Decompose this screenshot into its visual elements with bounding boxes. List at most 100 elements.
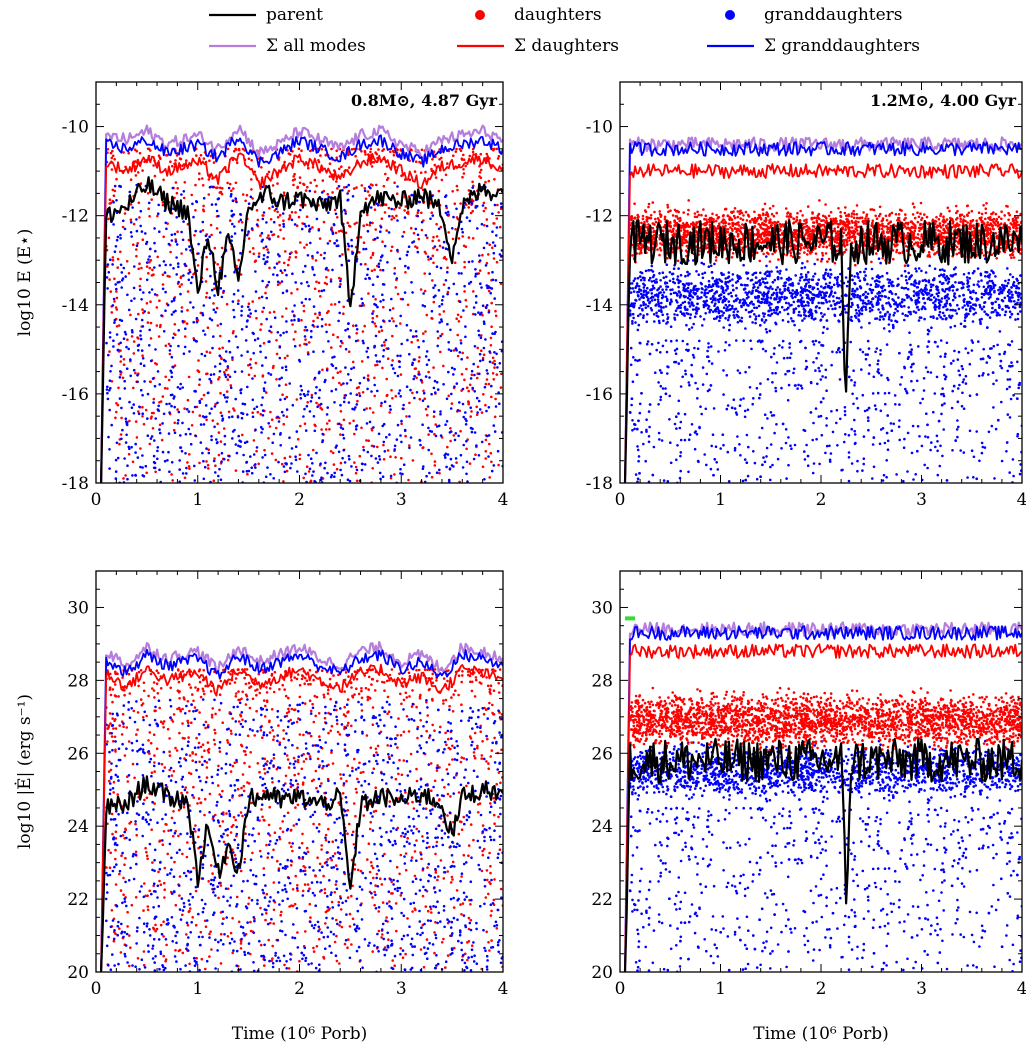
daughter-points-point bbox=[225, 390, 229, 393]
daughter-points-point bbox=[336, 335, 340, 339]
granddaughter-points-point bbox=[871, 477, 874, 480]
granddaughter-points-point bbox=[333, 242, 336, 245]
daughter-points-point bbox=[352, 147, 356, 151]
granddaughter-points-point bbox=[405, 385, 409, 389]
daughter-points-point bbox=[451, 237, 455, 241]
granddaughter-points-point bbox=[734, 411, 738, 414]
granddaughter-points-point bbox=[493, 244, 497, 247]
granddaughter-points-point bbox=[815, 437, 818, 441]
daughter-points-point bbox=[374, 298, 377, 301]
granddaughter-points-point bbox=[685, 348, 688, 352]
granddaughter-points-point bbox=[905, 293, 909, 297]
granddaughter-points-point bbox=[827, 272, 830, 276]
daughter-points-point bbox=[383, 340, 386, 344]
daughter-points-point bbox=[265, 391, 268, 394]
granddaughter-points-point bbox=[260, 431, 263, 434]
granddaughter-points-point bbox=[355, 393, 359, 397]
granddaughter-points-point bbox=[266, 255, 269, 259]
granddaughter-points-point bbox=[475, 204, 479, 208]
granddaughter-points-point bbox=[943, 314, 946, 318]
granddaughter-points-point bbox=[852, 402, 855, 406]
daughter-points-point bbox=[176, 187, 179, 190]
granddaughter-points-point bbox=[985, 271, 989, 274]
granddaughter-points-point bbox=[825, 417, 828, 420]
daughter-points-point bbox=[296, 288, 299, 291]
daughter-points-point bbox=[360, 426, 363, 430]
daughter-points-point bbox=[479, 168, 483, 172]
granddaughter-points-point bbox=[316, 325, 319, 329]
granddaughter-points-point bbox=[791, 281, 794, 285]
daughter-points-point bbox=[155, 306, 159, 309]
daughter-points-point bbox=[497, 155, 501, 158]
granddaughter-points-point bbox=[971, 271, 975, 275]
granddaughter-points-point bbox=[1010, 296, 1013, 299]
daughter-points-point bbox=[292, 175, 296, 178]
granddaughter-points-point bbox=[428, 471, 431, 475]
granddaughter-points-point bbox=[180, 193, 183, 196]
granddaughter-points-point bbox=[400, 419, 403, 423]
daughter-points-point bbox=[115, 290, 118, 293]
granddaughter-points-point bbox=[727, 316, 731, 319]
granddaughter-points-point bbox=[341, 456, 344, 460]
granddaughter-points-point bbox=[904, 286, 908, 290]
granddaughter-points-point bbox=[874, 295, 877, 298]
daughter-points-point bbox=[257, 252, 261, 255]
granddaughter-points-point bbox=[759, 271, 762, 275]
granddaughter-points-point bbox=[894, 307, 897, 311]
granddaughter-points-point bbox=[156, 212, 160, 215]
daughter-points-point bbox=[476, 365, 480, 369]
granddaughter-points-point bbox=[383, 450, 387, 453]
granddaughter-points-point bbox=[320, 317, 324, 321]
granddaughter-points-point bbox=[180, 449, 184, 453]
granddaughter-points-point bbox=[738, 371, 742, 375]
daughter-points-point bbox=[222, 427, 226, 430]
granddaughter-points-point bbox=[764, 349, 767, 353]
granddaughter-points-point bbox=[168, 470, 171, 474]
granddaughter-points-point bbox=[108, 408, 111, 412]
granddaughter-points-point bbox=[452, 465, 455, 468]
granddaughter-points-point bbox=[803, 450, 806, 453]
granddaughter-points-point bbox=[750, 278, 754, 282]
daughter-points-point bbox=[360, 150, 363, 153]
daughter-points-point bbox=[350, 148, 354, 151]
granddaughter-points-point bbox=[703, 453, 706, 456]
daughter-points-point bbox=[331, 451, 335, 455]
granddaughter-points-point bbox=[644, 294, 648, 297]
daughter-points-point bbox=[171, 164, 174, 168]
granddaughter-points-point bbox=[139, 334, 142, 337]
granddaughter-points-point bbox=[421, 304, 425, 307]
granddaughter-points-point bbox=[300, 227, 304, 231]
granddaughter-points-point bbox=[724, 277, 727, 280]
granddaughter-points-point bbox=[730, 294, 733, 298]
granddaughter-points-point bbox=[912, 478, 915, 481]
granddaughter-points-point bbox=[776, 270, 779, 273]
granddaughter-points-point bbox=[470, 369, 474, 373]
granddaughter-points-point bbox=[753, 313, 756, 316]
daughter-points-point bbox=[123, 212, 127, 215]
granddaughter-points-point bbox=[955, 312, 959, 315]
granddaughter-points-point bbox=[877, 296, 880, 299]
granddaughter-points-point bbox=[798, 340, 802, 344]
daughter-points-point bbox=[208, 159, 211, 162]
granddaughter-points-point bbox=[981, 374, 984, 377]
granddaughter-points-point bbox=[307, 353, 310, 356]
granddaughter-points-point bbox=[253, 407, 256, 411]
granddaughter-points-point bbox=[770, 270, 773, 273]
granddaughter-points-point bbox=[413, 396, 416, 400]
granddaughter-points-point bbox=[360, 304, 363, 308]
daughter-points-point bbox=[391, 307, 395, 310]
daughter-points-point bbox=[495, 147, 499, 151]
granddaughter-points-point bbox=[174, 309, 177, 313]
daughter-points-point bbox=[185, 159, 188, 162]
granddaughter-points-point bbox=[500, 254, 503, 258]
daughter-points-point bbox=[366, 190, 370, 193]
granddaughter-points-point bbox=[366, 387, 369, 391]
granddaughter-points-point bbox=[662, 291, 666, 294]
granddaughter-points-point bbox=[307, 390, 310, 393]
daughter-points-point bbox=[379, 268, 382, 272]
granddaughter-points-point bbox=[988, 291, 991, 295]
granddaughter-points-point bbox=[784, 372, 787, 376]
granddaughter-points-point bbox=[823, 277, 827, 281]
granddaughter-points-point bbox=[491, 332, 494, 335]
granddaughter-points-point bbox=[705, 372, 709, 376]
